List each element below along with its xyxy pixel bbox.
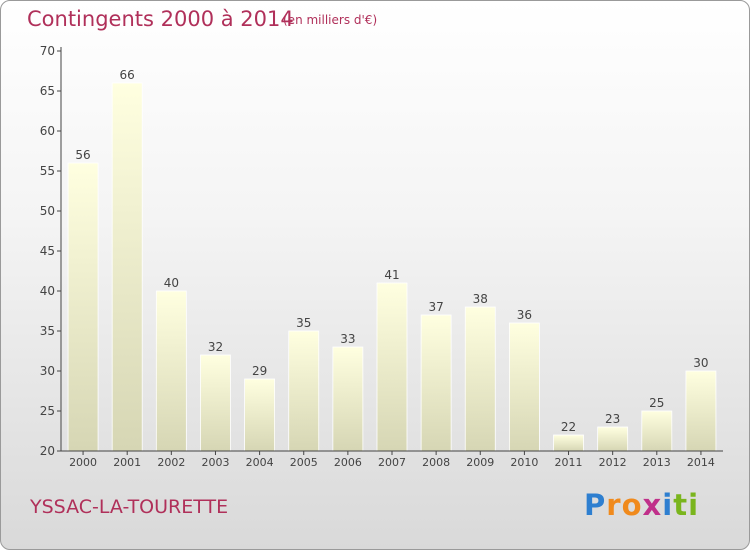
proxiti-logo: Proxiti	[584, 488, 699, 522]
x-tick-label: 2001	[113, 456, 141, 469]
bar	[685, 370, 717, 452]
bar	[553, 434, 584, 452]
y-tick-label: 60	[40, 124, 55, 138]
bar	[332, 346, 364, 452]
x-tick-label: 2013	[643, 456, 671, 469]
logo-letter: o	[621, 488, 643, 522]
bar-value-label: 32	[208, 340, 223, 354]
y-tick-label: 40	[40, 284, 55, 298]
y-tick-label: 20	[40, 444, 55, 458]
x-tick-label: 2010	[510, 456, 538, 469]
x-tick-label: 2011	[555, 456, 583, 469]
bar	[597, 426, 629, 452]
bar	[111, 82, 143, 452]
y-tick-label: 25	[40, 404, 55, 418]
x-tick-label: 2012	[599, 456, 627, 469]
x-tick-label: 2006	[334, 456, 362, 469]
place-name: YSSAC-LA-TOURETTE	[30, 496, 229, 518]
bar	[200, 354, 231, 452]
chart-title: Contingents 2000 à 2014	[27, 7, 294, 31]
bar	[508, 322, 540, 452]
bar-value-label: 30	[693, 356, 708, 370]
bar-value-label: 56	[75, 148, 90, 162]
y-tick-label: 55	[40, 164, 55, 178]
logo-letter: r	[606, 488, 622, 522]
logo-letter: x	[642, 488, 663, 522]
x-tick-label: 2014	[687, 456, 715, 469]
bar-value-label: 36	[517, 308, 532, 322]
y-tick-label: 35	[40, 324, 55, 338]
bar	[420, 314, 452, 452]
x-tick-label: 2005	[290, 456, 318, 469]
y-tick-label: 50	[40, 204, 55, 218]
bar	[244, 378, 276, 452]
bar	[376, 282, 408, 452]
y-tick-label: 70	[40, 44, 55, 58]
bar	[155, 290, 187, 452]
x-tick-label: 2007	[378, 456, 406, 469]
x-tick-label: 2000	[69, 456, 97, 469]
x-tick-label: 2002	[157, 456, 185, 469]
bar	[464, 306, 496, 452]
bar-value-label: 40	[164, 276, 179, 290]
chart-subtitle: (en milliers d'€)	[283, 13, 378, 27]
x-tick-label: 2003	[201, 456, 229, 469]
bar-value-label: 33	[340, 332, 355, 346]
bar-value-label: 25	[649, 396, 664, 410]
bar-value-label: 41	[384, 268, 399, 282]
logo-letter: P	[584, 488, 607, 522]
logo-letter: t	[673, 488, 689, 522]
x-tick-label: 2009	[466, 456, 494, 469]
logo-letter: i	[688, 488, 700, 522]
y-tick-label: 45	[40, 244, 55, 258]
bar-value-label: 35	[296, 316, 311, 330]
bar-value-label: 29	[252, 364, 267, 378]
bar-value-label: 22	[561, 420, 576, 434]
bar-value-label: 66	[120, 68, 135, 82]
bar-value-label: 38	[473, 292, 488, 306]
bar	[67, 162, 99, 452]
bar	[288, 330, 320, 452]
y-tick-label: 30	[40, 364, 55, 378]
bar-value-label: 37	[428, 300, 443, 314]
x-tick-label: 2004	[246, 456, 274, 469]
x-tick-label: 2008	[422, 456, 450, 469]
logo-letter: i	[662, 488, 674, 522]
bar-value-label: 23	[605, 412, 620, 426]
bar	[641, 410, 673, 452]
y-tick-label: 65	[40, 84, 55, 98]
